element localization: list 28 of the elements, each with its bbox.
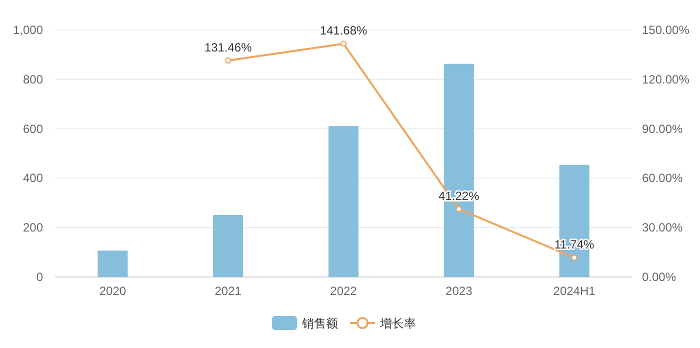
y2-tick-label: 60.00%	[642, 171, 684, 186]
point	[571, 254, 578, 261]
y2-tick-label: 30.00%	[642, 220, 684, 235]
y-tick-label: 600	[22, 122, 44, 136]
y-tick-label: 0	[36, 270, 44, 284]
y-tick-label: 200	[22, 220, 44, 235]
legend-label: 增长率	[379, 316, 416, 330]
y-tick-label: 1,000	[12, 23, 44, 37]
x-tick-label: 2022	[330, 284, 358, 298]
bar	[328, 126, 358, 277]
x-tick-label: 2020	[99, 284, 126, 298]
y2-tick-label: 90.00%	[642, 122, 684, 136]
x-tick-label: 2024H1	[553, 284, 596, 298]
y2-tick-label: 150.00%	[642, 23, 690, 37]
point	[340, 40, 347, 47]
x-tick-label: 2021	[214, 284, 242, 298]
bar	[98, 250, 128, 277]
y2-tick-label: 0.00%	[642, 270, 676, 284]
legend-label: 销售额	[301, 316, 338, 330]
data-label: 141.68%	[320, 24, 368, 38]
point	[456, 206, 462, 212]
y-tick-label: 400	[22, 171, 44, 186]
point	[225, 57, 232, 64]
x-tick-label: 2023	[446, 284, 473, 298]
data-label: 131.46%	[204, 40, 252, 55]
y-tick-label: 800	[22, 72, 44, 86]
bar	[213, 215, 244, 277]
y2-tick-label: 120.00%	[642, 72, 690, 86]
